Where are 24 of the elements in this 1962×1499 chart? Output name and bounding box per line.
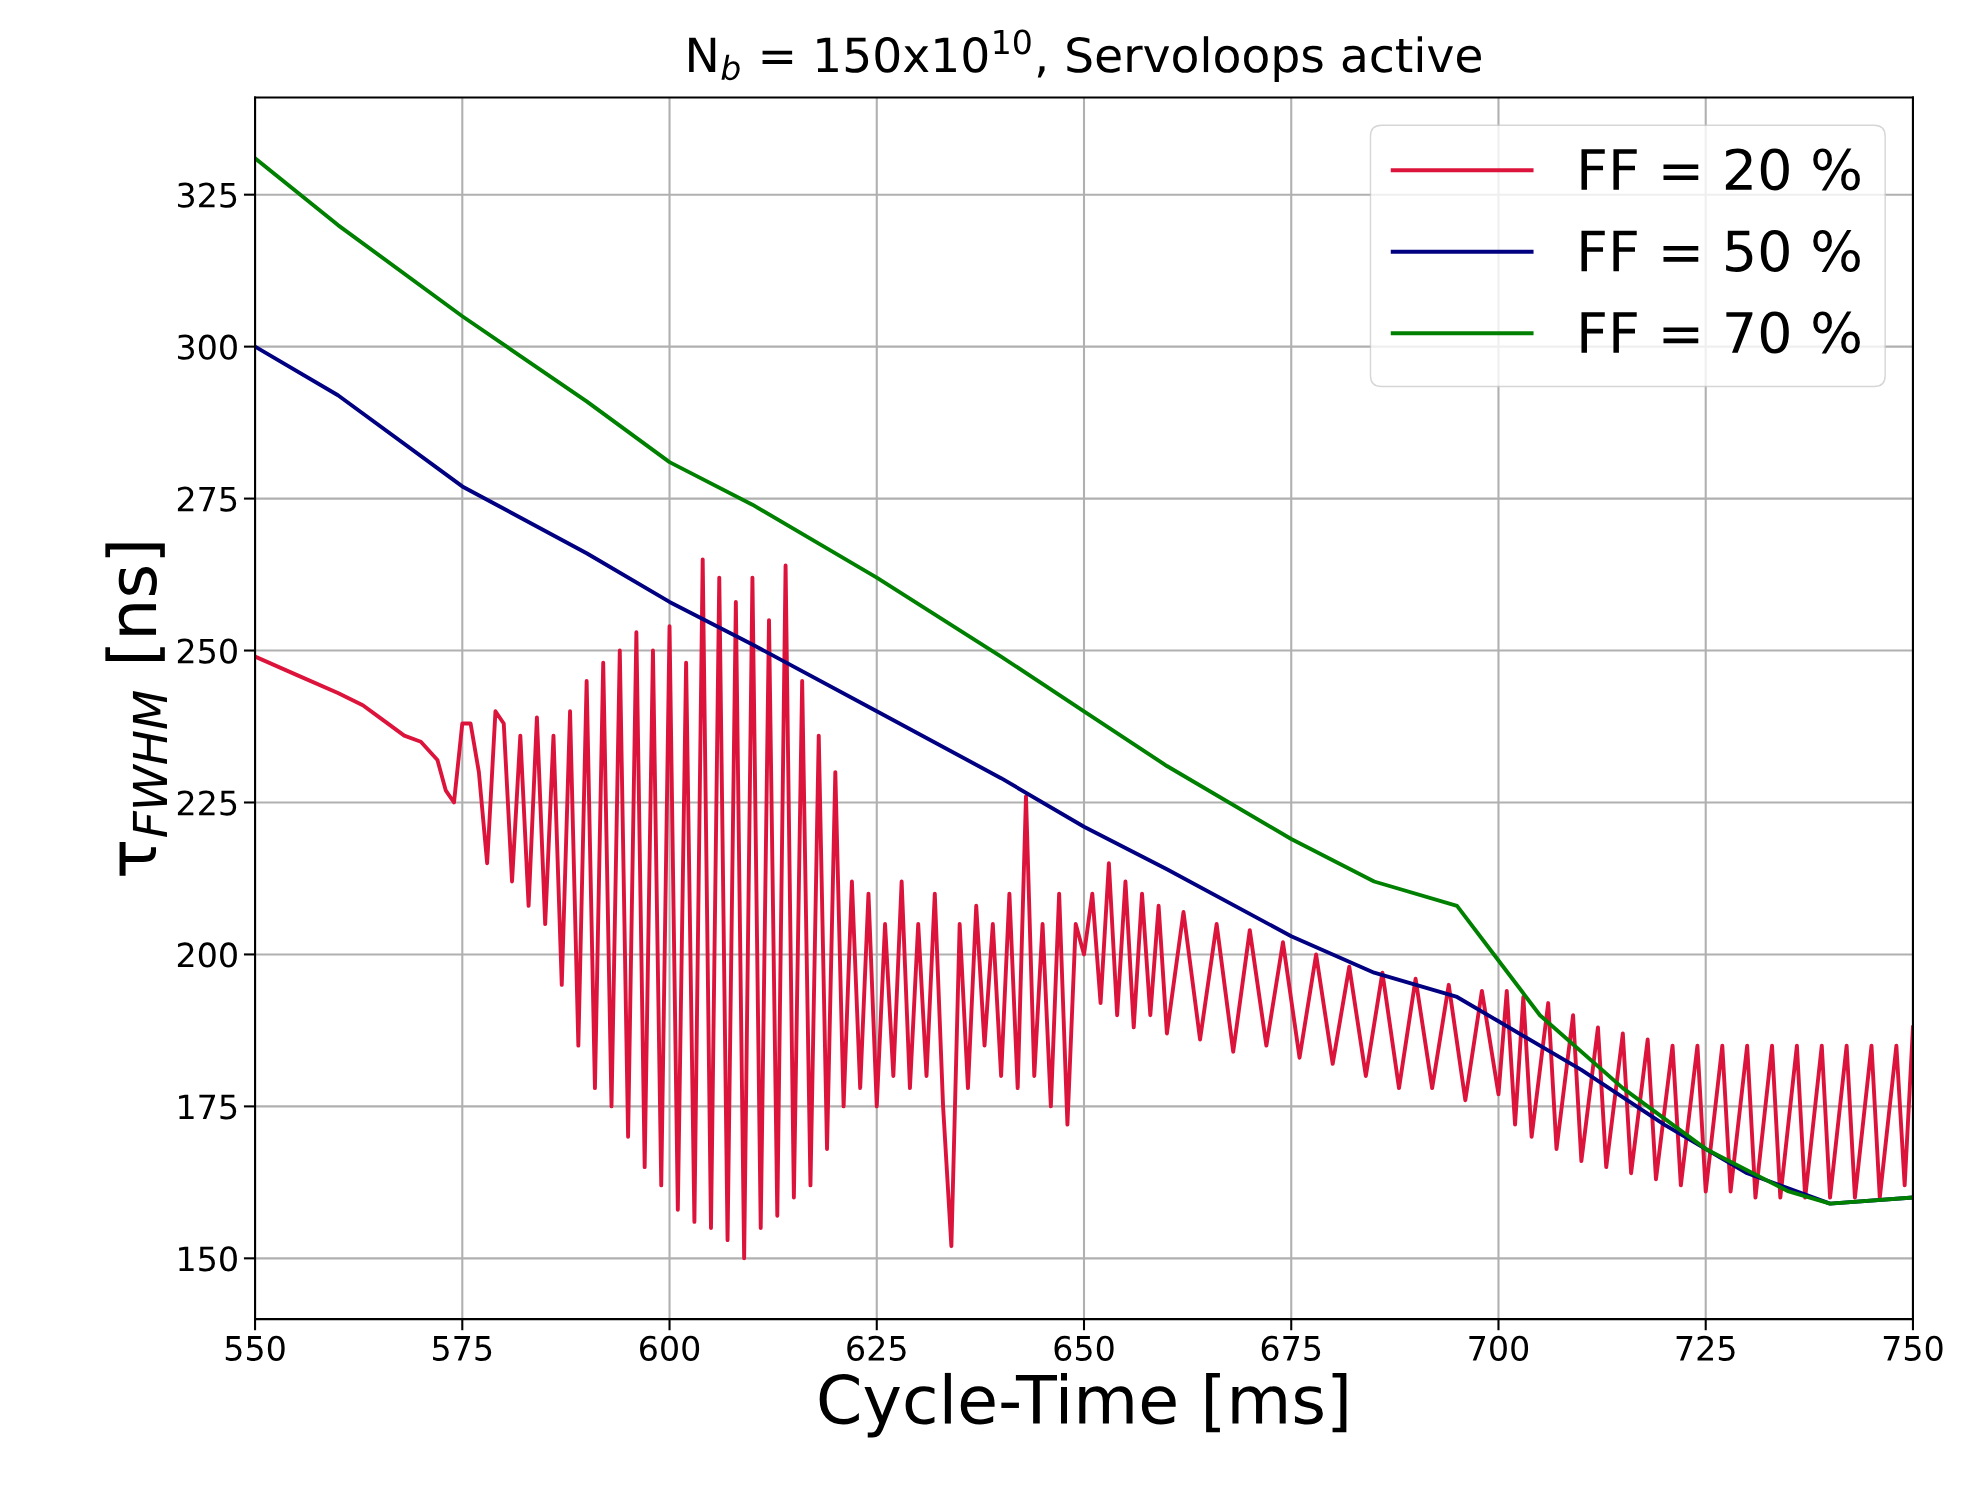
y-tick-label: 275 bbox=[177, 486, 237, 512]
y-tick-label: 250 bbox=[177, 638, 237, 664]
legend-label: FF = 70 % bbox=[1581, 311, 1860, 354]
y-tick-label: 325 bbox=[178, 182, 237, 208]
x-tick-label: 650 bbox=[1054, 1335, 1114, 1361]
x-tick-label: 700 bbox=[1469, 1335, 1529, 1361]
y-tick-label: 150 bbox=[179, 1246, 237, 1272]
x-tick-label: 550 bbox=[225, 1335, 285, 1361]
chart-title: N$_{b}$ = 150x10$^{10}$, Servoloops active bbox=[689, 29, 1481, 82]
x-tick-label: 600 bbox=[640, 1335, 700, 1361]
x-tick-label: 725 bbox=[1676, 1335, 1735, 1361]
y-tick-label: 300 bbox=[178, 334, 237, 360]
line-series bbox=[255, 557, 1913, 1261]
y-tick-label: 175 bbox=[179, 1094, 237, 1120]
x-tick-label: 675 bbox=[1261, 1335, 1321, 1361]
x-tick-label: 575 bbox=[433, 1336, 492, 1361]
legend-label: FF = 20 % bbox=[1581, 148, 1860, 191]
x-tick-label: 625 bbox=[847, 1335, 906, 1361]
legend-label: FF = 50 % bbox=[1581, 229, 1860, 272]
y-tick-label: 225 bbox=[177, 790, 237, 816]
y-axis-title: τ$_{FWHM}$ [ns] bbox=[105, 543, 167, 876]
y-tick-label: 200 bbox=[177, 942, 237, 968]
x-axis-title: Cycle-Time [ms] bbox=[819, 1372, 1347, 1438]
x-tick-label: 750 bbox=[1883, 1335, 1943, 1361]
